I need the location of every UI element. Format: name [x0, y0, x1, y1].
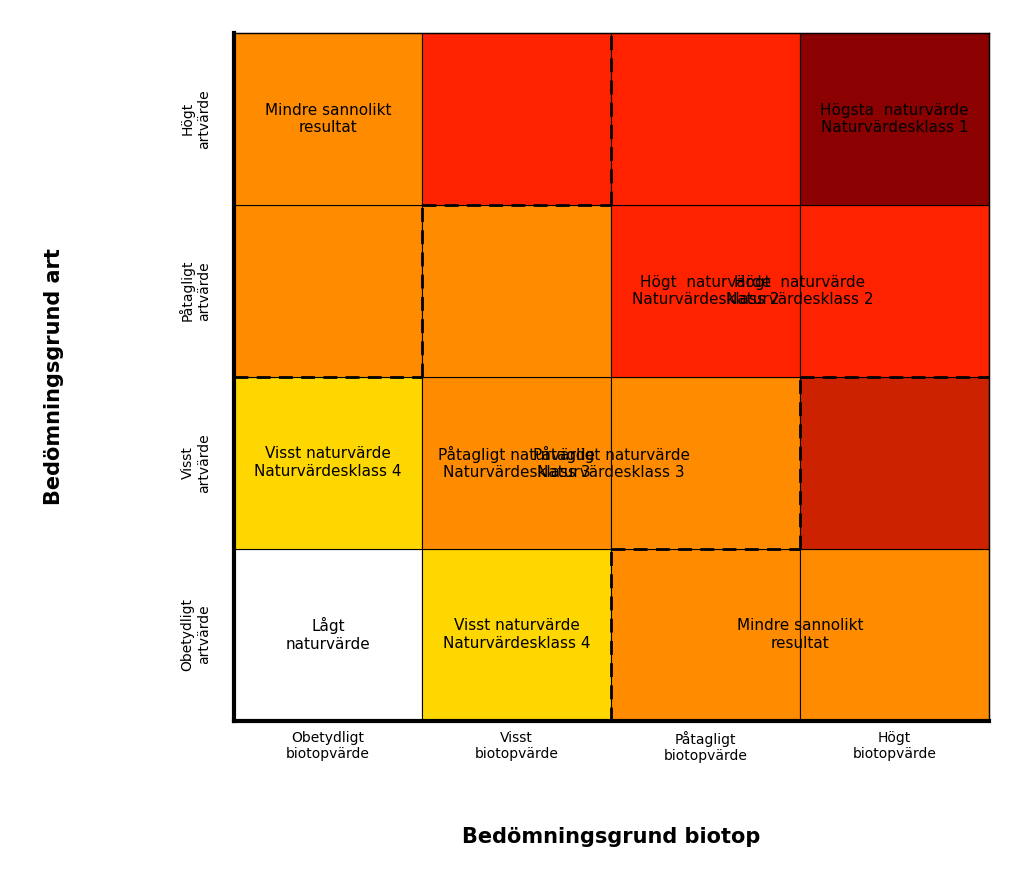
Text: Visst
artvärde: Visst artvärde — [180, 433, 211, 493]
Text: Högt
artvärde: Högt artvärde — [180, 89, 211, 149]
Text: Påtagligt
biotopvärde: Påtagligt biotopvärde — [664, 731, 748, 764]
Bar — [611, 205, 800, 377]
Text: Påtagligt naturvärde
Naturvärdesklass 3: Påtagligt naturvärde Naturvärdesklass 3 — [532, 446, 689, 480]
Bar — [233, 549, 422, 721]
Text: Påtagligt
artvärde: Påtagligt artvärde — [179, 260, 211, 322]
Text: Lågt
naturvärde: Lågt naturvärde — [286, 617, 371, 652]
Bar — [611, 33, 800, 205]
Bar — [611, 549, 800, 721]
Bar — [233, 33, 422, 205]
Text: Högt  naturvärde
Naturvärdesklass 2: Högt naturvärde Naturvärdesklass 2 — [632, 274, 779, 307]
Bar — [422, 377, 611, 549]
Bar — [422, 205, 611, 377]
Text: Mindre sannolikt
resultat: Mindre sannolikt resultat — [264, 102, 391, 135]
Text: Visst naturvärde
Naturvärdesklass 4: Visst naturvärde Naturvärdesklass 4 — [443, 618, 591, 651]
Bar — [233, 377, 422, 549]
Bar — [611, 377, 800, 549]
Text: Högt
biotopvärde: Högt biotopvärde — [852, 731, 936, 761]
Text: Bedömningsgrund art: Bedömningsgrund art — [44, 249, 65, 505]
Text: Högt  naturvärde
Naturvärdesklass 2: Högt naturvärde Naturvärdesklass 2 — [726, 274, 873, 307]
Text: Påtagligt naturvärde
Naturvärdesklass 3: Påtagligt naturvärde Naturvärdesklass 3 — [438, 446, 595, 480]
Text: Visst naturvärde
Naturvärdesklass 4: Visst naturvärde Naturvärdesklass 4 — [254, 446, 401, 478]
Text: Obetydligt
biotopvärde: Obetydligt biotopvärde — [286, 731, 370, 761]
Bar — [800, 549, 989, 721]
Text: Obetydligt
artvärde: Obetydligt artvärde — [180, 598, 211, 671]
Text: Bedömningsgrund biotop: Bedömningsgrund biotop — [462, 828, 760, 847]
Text: Visst
biotopvärde: Visst biotopvärde — [475, 731, 559, 761]
Text: Högsta  naturvärde
Naturvärdesklass 1: Högsta naturvärde Naturvärdesklass 1 — [820, 102, 969, 135]
Bar — [800, 205, 989, 377]
Bar — [422, 549, 611, 721]
Bar — [422, 33, 611, 205]
Bar — [800, 33, 989, 205]
Text: Mindre sannolikt
resultat: Mindre sannolikt resultat — [736, 618, 863, 651]
Bar — [800, 377, 989, 549]
Bar — [233, 205, 422, 377]
